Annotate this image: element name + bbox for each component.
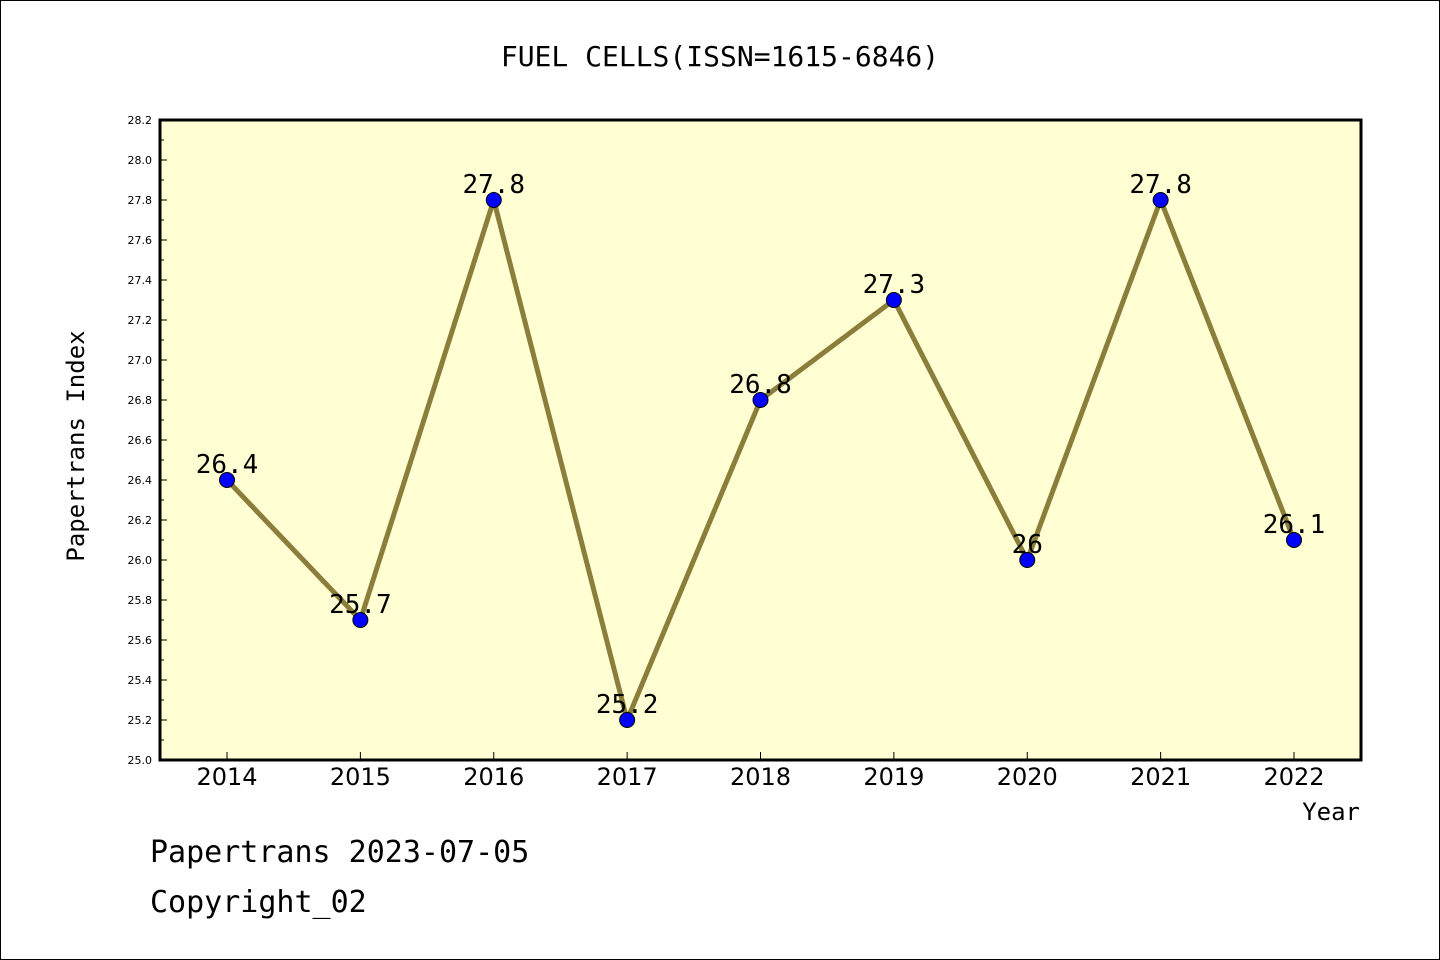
- y-tick-label: 26.8: [128, 394, 153, 407]
- y-tick-label: 27.8: [128, 194, 153, 207]
- data-point: [885, 292, 902, 308]
- data-point: [219, 472, 235, 488]
- data-label: 26: [1012, 530, 1043, 560]
- x-tick-label: 2021: [1130, 763, 1191, 791]
- data-label: 26.1: [1263, 510, 1326, 540]
- x-tick-label: 2022: [1263, 763, 1324, 791]
- y-tick-label: 28.0: [128, 154, 153, 167]
- y-tick-label: 27.2: [128, 314, 153, 327]
- y-tick-label: 25.0: [128, 754, 153, 767]
- y-tick-label: 25.4: [128, 674, 153, 687]
- y-tick-label: 25.6: [128, 634, 153, 647]
- data-labels: 26.4 25.7 27.8 25.2 26.8 27.3 26 27.8 26.1: [196, 170, 1326, 720]
- x-tick-label: 2019: [863, 763, 924, 791]
- footer-date: Papertrans 2023-07-05: [150, 835, 530, 870]
- data-point: [1286, 532, 1302, 548]
- y-tick-label: 27.6: [128, 234, 153, 247]
- data-point: [752, 392, 769, 408]
- data-label: 27.8: [462, 170, 525, 200]
- data-label: 25.7: [329, 590, 392, 620]
- y-axis: 25.0 25.2 25.4 25.6 25.8 26.0 26.2 26.4 26.6 26.8…: [128, 114, 167, 767]
- footer-copyright: Copyright_02: [150, 885, 367, 920]
- y-tick-label: 27.4: [128, 274, 153, 287]
- x-tick-label: 2017: [597, 763, 658, 791]
- x-axis-label: Year: [1302, 798, 1360, 826]
- plot-area: [158, 118, 1363, 762]
- data-label: 25.2: [596, 690, 659, 720]
- y-tick-label: 26.6: [128, 434, 153, 447]
- data-point: [1019, 552, 1036, 568]
- data-point: [352, 612, 369, 628]
- data-label: 27.3: [863, 270, 926, 300]
- data-points: [219, 192, 1302, 728]
- y-tick-label: 25.2: [128, 714, 153, 727]
- y-tick-label: 26.0: [128, 554, 153, 567]
- data-point: [619, 712, 636, 728]
- x-tick-label: 2016: [463, 763, 524, 791]
- y-tick-label: 26.4: [128, 474, 153, 487]
- x-tick-label: 2015: [330, 763, 391, 791]
- x-tick-label: 2018: [730, 763, 791, 791]
- data-point: [485, 192, 502, 208]
- x-axis: 2014 2015 2016 2017 2018 2019 2020 2021 2022: [196, 752, 1325, 791]
- data-label: 27.8: [1129, 170, 1192, 200]
- data-point: [1152, 192, 1169, 208]
- data-label: 26.4: [196, 450, 259, 480]
- y-axis-label: Papertrans Index: [62, 330, 90, 561]
- y-tick-label: 27.0: [128, 354, 153, 367]
- y-tick-label: 26.2: [128, 514, 153, 527]
- chart-title: FUEL CELLS(ISSN=1615-6846): [501, 40, 939, 73]
- x-tick-label: 2020: [997, 763, 1058, 791]
- x-tick-label: 2014: [196, 763, 257, 791]
- y-tick-label: 28.2: [128, 114, 153, 127]
- y-tick-label: 25.8: [128, 594, 153, 607]
- data-label: 26.8: [729, 370, 792, 400]
